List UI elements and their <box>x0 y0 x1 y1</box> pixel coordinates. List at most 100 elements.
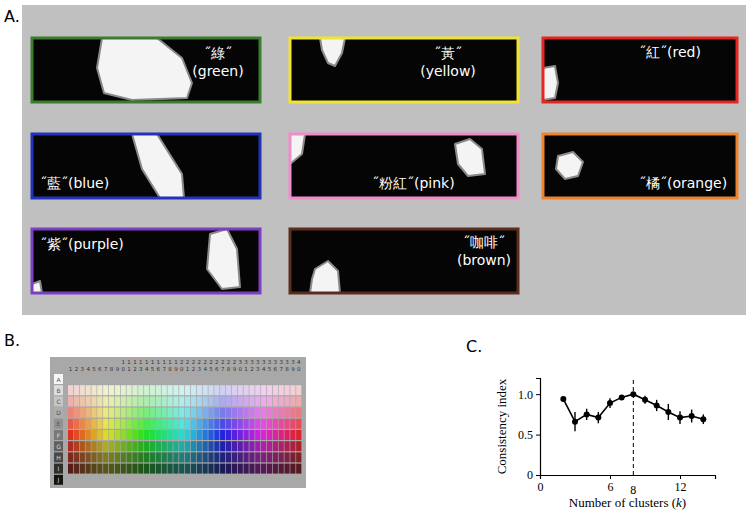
term-gloss: (orange) <box>667 175 727 191</box>
color-chip <box>121 464 126 474</box>
column-label: 30 <box>239 359 243 372</box>
color-chip <box>214 396 219 406</box>
color-chip <box>127 441 132 451</box>
color-chip <box>86 408 91 418</box>
color-chip <box>97 385 102 395</box>
color-chip <box>279 430 284 440</box>
term-label-line: ˝粉紅˝(pink) <box>372 175 455 191</box>
color-chip <box>80 464 85 474</box>
color-chip <box>279 464 284 474</box>
color-chip <box>249 408 254 418</box>
term-map: ˝橘˝(orange) <box>543 134 737 198</box>
term-map: ˝紫˝(purple) <box>32 229 260 293</box>
panel-a-background <box>22 5 746 315</box>
color-chip <box>167 452 172 462</box>
color-chip <box>232 430 237 440</box>
color-chip <box>103 441 108 451</box>
color-chip <box>127 452 132 462</box>
color-chip <box>173 396 178 406</box>
color-chip <box>226 464 231 474</box>
color-chip <box>261 419 266 429</box>
color-chip <box>255 452 260 462</box>
color-chip <box>220 430 225 440</box>
color-chip <box>296 452 301 462</box>
color-chip <box>279 419 284 429</box>
color-chip <box>173 464 178 474</box>
column-label: 11 <box>127 359 131 372</box>
color-chip <box>80 408 85 418</box>
term-label: ˝咖啡˝ <box>463 234 505 250</box>
color-chip <box>156 396 161 406</box>
achromatic-chip <box>54 430 63 440</box>
color-chip <box>138 419 143 429</box>
y-tick: 0 <box>527 468 540 482</box>
color-chip <box>127 419 132 429</box>
color-chip <box>238 430 243 440</box>
color-chip <box>86 430 91 440</box>
color-chip <box>68 419 73 429</box>
term-label-line: ˝橘˝(orange) <box>639 175 727 191</box>
color-chip <box>203 385 208 395</box>
color-chip <box>273 452 278 462</box>
color-chip <box>115 419 120 429</box>
color-chip <box>296 408 301 418</box>
term-label: ˝橘˝ <box>639 175 667 191</box>
color-chip <box>109 452 114 462</box>
column-label: 12 <box>133 359 137 372</box>
color-chip <box>97 441 102 451</box>
color-chip <box>173 408 178 418</box>
color-chip <box>197 441 202 451</box>
color-chip <box>80 419 85 429</box>
color-chip <box>255 396 260 406</box>
color-chip <box>191 441 196 451</box>
color-chip <box>103 396 108 406</box>
color-chip <box>132 441 137 451</box>
column-label: 16 <box>157 359 161 372</box>
achromatic-chip <box>54 374 63 384</box>
color-chip <box>284 419 289 429</box>
row-label: B <box>56 387 60 394</box>
color-chip <box>267 385 272 395</box>
color-chip <box>208 441 213 451</box>
color-chip <box>267 452 272 462</box>
color-chip <box>261 464 266 474</box>
color-chip <box>296 464 301 474</box>
column-label: 15 <box>151 359 155 372</box>
achromatic-chip <box>54 396 63 406</box>
column-label: 21 <box>186 359 190 372</box>
color-chip <box>179 430 184 440</box>
color-chip <box>97 419 102 429</box>
column-label: 29 <box>233 359 237 372</box>
color-chip <box>68 396 73 406</box>
color-chip <box>244 419 249 429</box>
color-chip <box>279 385 284 395</box>
color-chip <box>261 452 266 462</box>
color-chip <box>91 396 96 406</box>
color-chip <box>203 396 208 406</box>
column-label: 38 <box>285 359 289 372</box>
color-chip <box>249 464 254 474</box>
color-chip <box>185 452 190 462</box>
map-blob <box>290 134 305 164</box>
data-point <box>665 409 671 415</box>
color-chip <box>138 441 143 451</box>
color-chip <box>109 385 114 395</box>
column-label: 33 <box>256 359 260 372</box>
term-gloss: (red) <box>667 44 701 60</box>
color-chip <box>80 430 85 440</box>
row-label: C <box>56 398 60 405</box>
color-chip <box>273 396 278 406</box>
color-chip <box>80 396 85 406</box>
column-label: 22 <box>192 359 196 372</box>
color-chip <box>203 419 208 429</box>
color-chip <box>232 408 237 418</box>
color-chip <box>179 441 184 451</box>
blob-group <box>290 134 485 176</box>
column-label: 26 <box>215 359 219 372</box>
column-label: 24 <box>203 359 207 372</box>
color-chip <box>249 385 254 395</box>
row-label: J <box>57 476 60 484</box>
color-chip <box>86 419 91 429</box>
color-chip <box>185 396 190 406</box>
term-map: ˝綠˝(green) <box>32 38 260 102</box>
